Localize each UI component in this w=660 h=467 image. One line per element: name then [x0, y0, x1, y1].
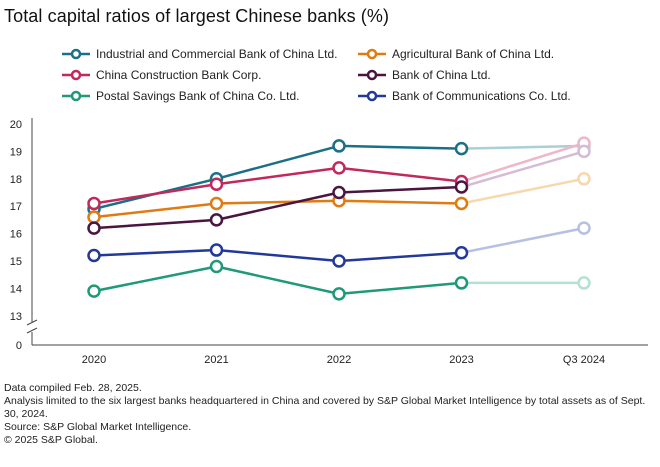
data-point — [209, 177, 224, 192]
series-line — [93, 265, 462, 296]
y-tick-label: 18 — [10, 174, 22, 186]
data-point — [454, 276, 469, 290]
axis-break-mark — [26, 319, 38, 326]
footer-notes: Data compiled Feb. 28, 2025. Analysis li… — [4, 382, 654, 447]
axis-break-mark — [26, 327, 38, 334]
data-point — [209, 196, 224, 211]
data-point — [454, 246, 469, 260]
legend-marker-icon — [358, 69, 386, 81]
legend-item-psbc: Postal Savings Bank of China Co. Ltd. — [62, 89, 299, 103]
series-line — [93, 144, 462, 211]
data-point — [87, 210, 101, 224]
legend-marker-icon — [358, 48, 386, 60]
data-point — [454, 196, 469, 211]
series-line — [93, 185, 462, 230]
legend-item-icbc: Industrial and Commercial Bank of China … — [62, 47, 337, 61]
footer-source: Source: S&P Global Market Intelligence. — [4, 421, 192, 433]
series-line — [93, 199, 462, 219]
legend-marker-icon — [62, 69, 90, 81]
y-tick-label: 16 — [10, 229, 22, 241]
data-point — [87, 196, 101, 211]
y-tick-label: 15 — [10, 256, 22, 268]
data-point — [332, 139, 346, 153]
y-tick-label: 13 — [10, 311, 22, 323]
legend-marker-icon — [62, 48, 90, 60]
legend-item-boc: Bank of China Ltd. — [358, 68, 491, 82]
data-point — [87, 284, 101, 298]
legend-label: Industrial and Commercial Bank of China … — [96, 47, 338, 61]
legend-label: Agricultural Bank of China Ltd. — [392, 47, 555, 61]
y-tick-label: 0 — [16, 340, 22, 352]
series-line-projected — [461, 141, 585, 183]
data-point — [332, 185, 346, 200]
series-line-projected — [461, 177, 585, 205]
legend-label: China Construction Bank Corp. — [96, 68, 262, 82]
data-point — [332, 254, 346, 268]
data-point — [332, 161, 346, 175]
x-tick-label: 2023 — [449, 354, 473, 366]
y-tick-label: 17 — [10, 201, 22, 213]
data-point — [87, 248, 101, 263]
footer-analysis-note: Analysis limited to the six largest bank… — [4, 395, 646, 420]
series-line-projected — [461, 144, 585, 150]
legend-item-ccb: China Construction Bank Corp. — [62, 68, 261, 82]
series-line-projected — [461, 226, 585, 255]
x-tick-label: Q3 2024 — [563, 354, 605, 366]
data-point — [209, 243, 224, 257]
legend-item-abc: Agricultural Bank of China Ltd. — [358, 47, 554, 61]
y-tick-label: 19 — [10, 146, 22, 158]
data-point — [209, 259, 224, 274]
data-point — [454, 141, 469, 156]
line-chart: 20 19 18 17 16 15 14 13 0 2020 2021 2022 2023 Q3 2024 — [10, 118, 648, 366]
data-point — [577, 144, 591, 159]
legend-label: Bank of China Ltd. — [392, 68, 491, 82]
legend-item-bocom: Bank of Communications Co. Ltd. — [358, 89, 571, 103]
legend-label: Bank of Communications Co. Ltd. — [392, 89, 571, 103]
data-point — [454, 180, 469, 194]
legend-label: Postal Savings Bank of China Co. Ltd. — [96, 89, 300, 103]
data-point — [209, 213, 224, 227]
data-point — [332, 287, 346, 301]
series-line-projected — [461, 150, 585, 189]
legend-marker-icon — [358, 90, 386, 102]
x-tick-label: 2021 — [204, 354, 228, 366]
data-point — [577, 276, 591, 290]
footer-date-note: Data compiled Feb. 28, 2025. — [4, 382, 142, 394]
y-tick-label: 14 — [10, 283, 22, 295]
y-tick-label: 20 — [10, 119, 22, 131]
x-tick-label: 2022 — [327, 354, 351, 366]
legend-marker-icon — [62, 90, 90, 102]
data-point — [577, 172, 591, 186]
series-line — [93, 248, 462, 263]
footer-copyright: © 2025 S&P Global. — [4, 434, 98, 446]
chart-title: Total capital ratios of largest Chinese … — [4, 6, 390, 26]
data-point — [87, 221, 101, 235]
x-tick-label: 2020 — [82, 354, 106, 366]
data-point — [577, 221, 591, 235]
series-line — [93, 166, 462, 205]
